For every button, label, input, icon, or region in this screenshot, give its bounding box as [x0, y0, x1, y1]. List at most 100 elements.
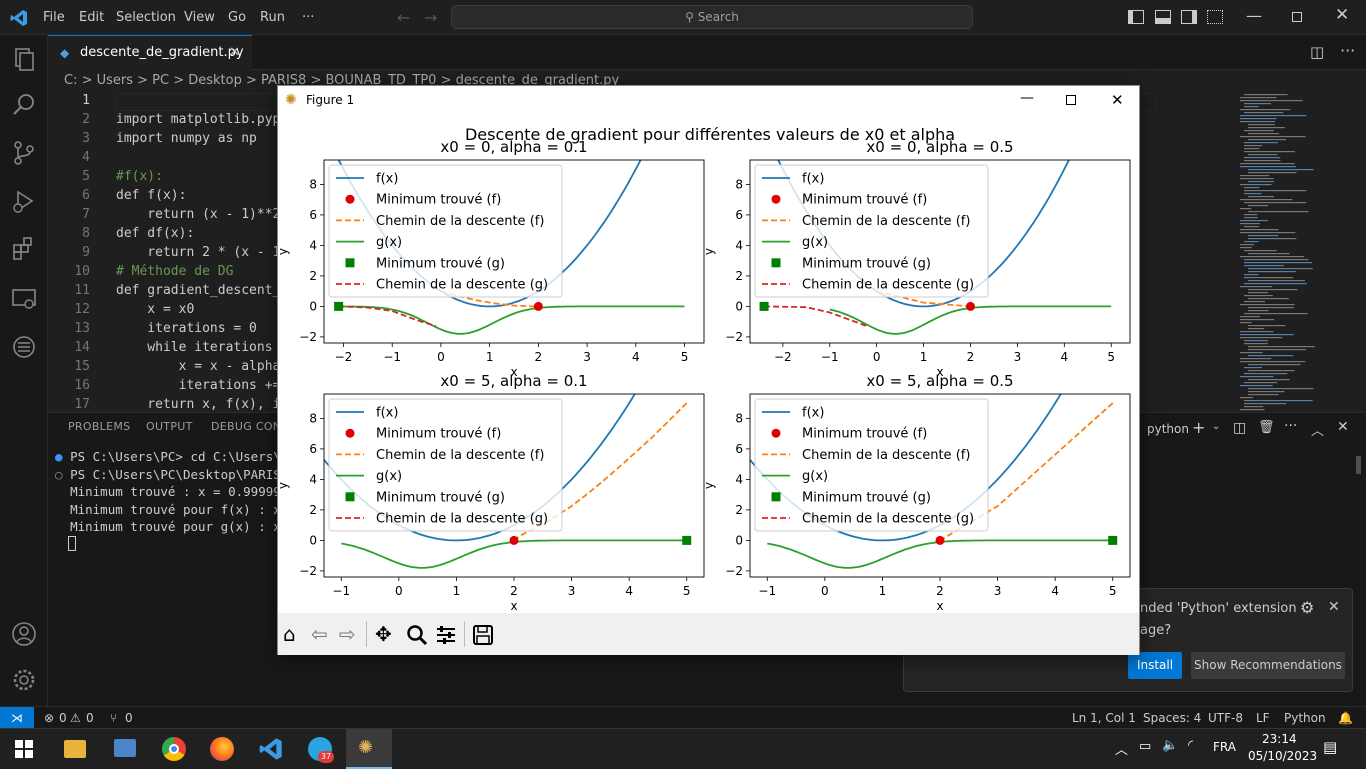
more-actions-icon[interactable]: ··· [1340, 41, 1356, 60]
forward-icon[interactable]: ⇨ [339, 622, 356, 646]
menu-run[interactable]: Run [260, 10, 285, 25]
notification-gear-icon[interactable]: ⚙ [1300, 598, 1315, 617]
firefox-icon[interactable] [210, 737, 234, 761]
terminal-more-icon[interactable]: ··· [1284, 418, 1298, 434]
install-button[interactable]: Install [1128, 652, 1182, 679]
warnings-icon[interactable]: ⚠ [70, 711, 81, 725]
menu-more[interactable]: ··· [302, 10, 315, 25]
minimap-line [1244, 217, 1258, 219]
manage-gear-icon[interactable] [8, 664, 40, 696]
split-terminal-icon[interactable]: ◫ [1233, 420, 1247, 436]
search-box[interactable]: ⚲ Search [451, 5, 973, 29]
notification-close-icon[interactable]: ✕ [1328, 599, 1340, 615]
chrome-icon[interactable] [162, 737, 186, 761]
new-terminal-icon[interactable]: + [1192, 418, 1206, 437]
menu-selection[interactable]: Selection [116, 10, 176, 25]
wifi-icon[interactable]: ◜ [1188, 738, 1194, 753]
y-axis-label: y [278, 248, 290, 255]
close-panel-icon[interactable]: ✕ [1337, 419, 1349, 435]
toggle-primary-sidebar-icon[interactable] [1128, 10, 1144, 24]
panel-tab-debug-console[interactable]: DEBUG CONS [211, 420, 289, 433]
windows-start-icon[interactable] [15, 740, 33, 758]
minimize-icon[interactable]: — [1246, 6, 1262, 25]
source-control-icon[interactable] [8, 137, 40, 169]
terminal-dropdown-icon[interactable]: ⌄ [1212, 421, 1221, 432]
accounts-icon[interactable] [8, 618, 40, 650]
end-of-line[interactable]: LF [1256, 711, 1270, 725]
minimap[interactable] [1236, 92, 1354, 412]
telegram-badge: 37 [318, 751, 334, 763]
clock-time[interactable]: 23:14 [1262, 732, 1297, 746]
notifications-bell-icon[interactable]: 🔔 [1338, 711, 1353, 725]
legend: f(x) Minimum trouvé (f) Chemin de la desce… [328, 164, 563, 298]
input-language[interactable]: FRA [1213, 740, 1236, 754]
volume-icon[interactable]: 🔈 [1162, 738, 1179, 753]
errors-count[interactable]: 0 [59, 711, 67, 725]
cursor-position[interactable]: Ln 1, Col 1 [1072, 711, 1136, 725]
battery-icon[interactable]: ▭ [1139, 739, 1152, 754]
panel-tab-output[interactable]: OUTPUT [146, 420, 193, 433]
kill-terminal-icon[interactable]: 🗑 [1258, 420, 1275, 435]
ports-count[interactable]: 0 [125, 711, 133, 725]
figure-maximize-icon[interactable] [1066, 95, 1076, 105]
python-figure-taskbar-item[interactable]: ✺ [346, 729, 392, 769]
close-window-icon[interactable]: ✕ [1335, 5, 1350, 25]
show-recommendations-button[interactable]: Show Recommendations [1191, 652, 1345, 679]
customize-layout-icon[interactable] [1207, 10, 1223, 24]
close-tab-icon[interactable]: ✕ [229, 45, 240, 60]
testing-icon[interactable] [8, 331, 40, 363]
maximize-panel-icon[interactable]: ︿ [1311, 424, 1325, 439]
breadcrumb[interactable]: C: > Users > PC > Desktop > PARIS8 > BOU… [64, 73, 620, 88]
pan-icon[interactable]: ✥ [375, 622, 392, 646]
figure-minimize-icon[interactable]: — [1020, 90, 1034, 106]
back-arrow-icon[interactable]: ← [397, 8, 411, 27]
menu-view[interactable]: View [184, 10, 215, 25]
file-explorer-icon[interactable] [64, 740, 86, 758]
figure-close-icon[interactable]: ✕ [1111, 91, 1124, 109]
terminal-scrollbar[interactable] [1356, 456, 1361, 474]
menu-edit[interactable]: Edit [79, 10, 105, 25]
warnings-count[interactable]: 0 [86, 711, 94, 725]
legend-square-icon [345, 492, 355, 502]
indentation[interactable]: Spaces: 4 [1143, 711, 1202, 725]
editor-tab-active[interactable]: ◆ descente_de_gradient.py ✕ [48, 35, 252, 70]
errors-icon[interactable]: ⊗ [44, 711, 55, 725]
back-icon[interactable]: ⇦ [311, 622, 328, 646]
search-activity-icon[interactable] [8, 89, 40, 121]
toggle-secondary-sidebar-icon[interactable] [1181, 10, 1197, 24]
configure-subplots-icon[interactable] [435, 624, 457, 646]
terminal-output[interactable]: ● PS C:\Users\PC> cd C:\Users\PC ○ PS C:\… [55, 448, 296, 551]
forward-arrow-icon[interactable]: → [424, 8, 438, 27]
ports-icon[interactable]: ⑂ [110, 711, 118, 725]
toggle-panel-icon[interactable] [1155, 10, 1171, 24]
restore-icon[interactable] [1292, 12, 1302, 22]
vscode-taskbar-icon[interactable] [259, 737, 283, 761]
clock-date[interactable]: 05/10/2023 [1248, 749, 1318, 763]
show-hidden-icons-icon[interactable]: ︿ [1115, 743, 1129, 758]
y-tick-label: 4 [735, 238, 743, 252]
y-tick-label: −2 [299, 564, 317, 578]
encoding[interactable]: UTF-8 [1208, 711, 1243, 725]
split-editor-icon[interactable]: ◫ [1310, 43, 1325, 61]
remote-indicator-icon[interactable]: ⋊ [0, 707, 34, 729]
subplot-title: x0 = 0, alpha = 0.5 [866, 138, 1013, 156]
minimap-line [1240, 118, 1277, 120]
figure-canvas[interactable]: x0 = 0, alpha = 0.1 −2 −1 0 1 2 3 4 5 −2 0 2 4 6 8 x y f(… [278, 114, 1139, 613]
x-tick-label: 5 [1109, 584, 1117, 598]
notification-center-icon[interactable]: ▤ [1323, 738, 1338, 756]
language-mode[interactable]: Python [1284, 711, 1326, 725]
home-icon[interactable]: ⌂ [283, 622, 296, 646]
terminal-name[interactable]: python [1147, 422, 1189, 436]
menu-go[interactable]: Go [228, 10, 247, 25]
run-debug-icon[interactable] [8, 185, 40, 217]
pc-app-icon[interactable] [114, 739, 136, 757]
minimap-line [1248, 253, 1290, 255]
menu-file[interactable]: File [43, 10, 65, 25]
remote-explorer-icon[interactable] [8, 283, 40, 315]
explorer-icon[interactable] [8, 43, 40, 75]
zoom-icon[interactable] [406, 624, 428, 646]
save-figure-icon[interactable] [472, 624, 494, 646]
legend-label: Minimum trouvé (f) [376, 427, 501, 442]
extensions-icon[interactable] [8, 233, 40, 265]
panel-tab-problems[interactable]: PROBLEMS [68, 420, 131, 433]
